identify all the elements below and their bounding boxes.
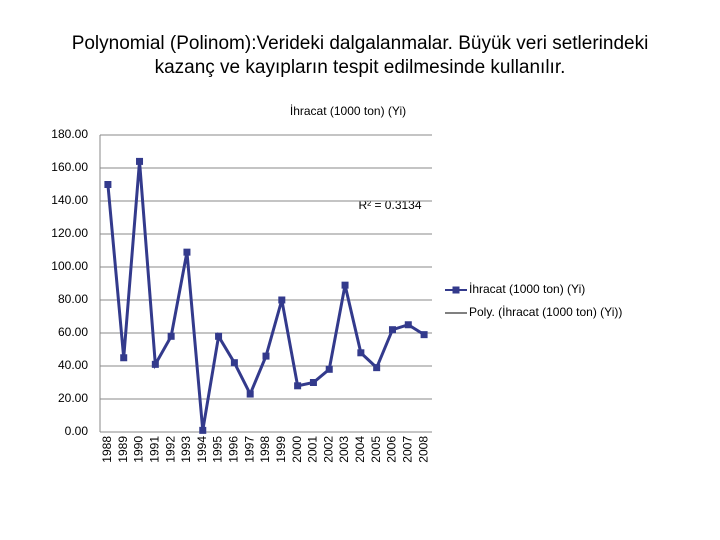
x-tick-label: 1996: [227, 436, 241, 463]
data-point: [278, 296, 286, 304]
y-tick-label: 80.00: [58, 292, 88, 306]
data-point: [246, 390, 254, 398]
x-tick-label: 1995: [211, 436, 225, 463]
data-point: [183, 248, 191, 256]
y-tick-label: 140.00: [51, 193, 88, 207]
legend-marker: [452, 286, 460, 294]
y-tick-label: 0.00: [65, 424, 89, 438]
x-tick-label: 1998: [258, 436, 272, 463]
data-point: [325, 365, 333, 373]
data-point: [294, 382, 302, 390]
data-point: [215, 332, 223, 340]
y-tick-label: 180.00: [51, 127, 88, 141]
y-tick-label: 20.00: [58, 391, 88, 405]
x-tick-label: 2007: [400, 436, 414, 463]
data-point: [230, 359, 238, 367]
y-tick-label: 160.00: [51, 160, 88, 174]
legend-label: Poly. (İhracat (1000 ton) (Yi)): [469, 305, 622, 319]
data-point: [151, 360, 159, 368]
x-tick-label: 2005: [369, 436, 383, 463]
x-tick-label: 1991: [148, 436, 162, 463]
legend-label: İhracat (1000 ton) (Yi): [469, 282, 585, 296]
data-point: [357, 349, 365, 357]
x-tick-label: 2004: [353, 436, 367, 463]
x-tick-label: 1990: [132, 436, 146, 463]
r2-annotation: R² = 0.3134: [358, 198, 421, 212]
y-tick-label: 120.00: [51, 226, 88, 240]
x-tick-label: 2002: [321, 436, 335, 463]
data-point: [388, 326, 396, 334]
x-tick-label: 1997: [242, 436, 256, 463]
x-tick-label: 1988: [100, 436, 114, 463]
data-point: [104, 181, 112, 188]
data-point: [262, 352, 270, 360]
x-tick-label: 2008: [416, 436, 430, 463]
x-tick-label: 1993: [179, 436, 193, 463]
x-tick-label: 1989: [116, 436, 130, 463]
y-tick-label: 100.00: [51, 259, 88, 273]
x-tick-label: 2003: [337, 436, 351, 463]
slide-title: Polynomial (Polinom):Verideki dalgalanma…: [71, 33, 649, 78]
data-point: [309, 379, 317, 386]
data-point: [199, 426, 207, 434]
x-tick-label: 1992: [163, 436, 177, 463]
x-tick-label: 2000: [290, 436, 304, 463]
data-point: [136, 157, 144, 165]
x-tick-label: 2001: [306, 436, 320, 463]
data-point: [404, 321, 412, 329]
data-point: [420, 331, 428, 339]
y-tick-label: 40.00: [58, 358, 88, 372]
chart-title: İhracat (1000 ton) (Yi): [290, 104, 406, 118]
data-point: [373, 364, 381, 372]
x-tick-label: 1994: [195, 436, 209, 463]
data-point: [341, 281, 349, 289]
x-tick-label: 1999: [274, 436, 288, 463]
data-point: [167, 332, 175, 340]
data-point: [120, 354, 128, 362]
y-tick-label: 60.00: [58, 325, 88, 339]
x-tick-label: 2006: [385, 436, 399, 463]
